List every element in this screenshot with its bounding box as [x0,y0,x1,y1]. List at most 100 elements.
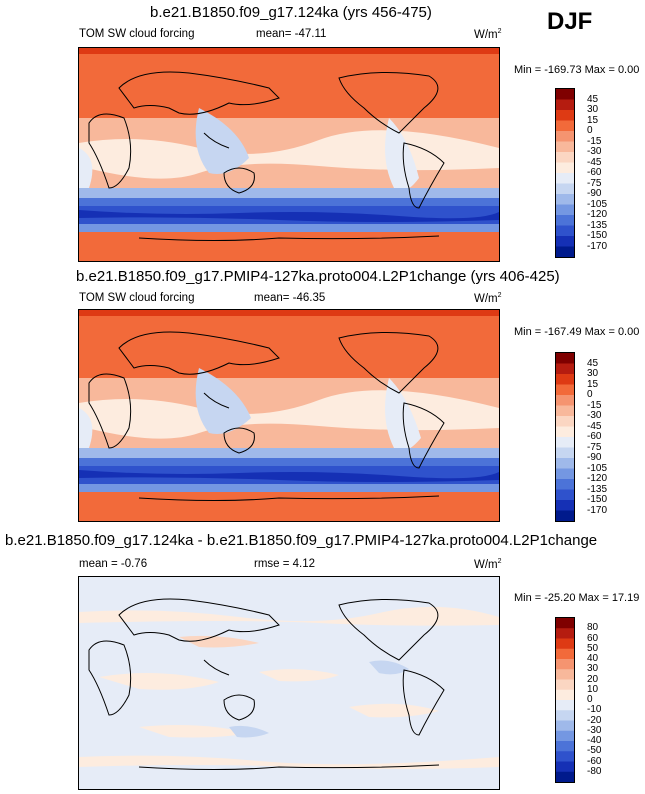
colorbar-swatch [556,710,574,721]
colorbar-tick-label: 0 [587,389,593,400]
colorbar-swatch [556,215,574,226]
colorbar-tick-label: -170 [587,504,608,516]
colorbar-swatch [556,638,574,650]
colorbar-swatch [556,669,574,680]
colorbar-tick-label: -60 [587,431,602,442]
colorbar-swatch [556,500,574,511]
colorbar-tick-label: -105 [587,198,608,210]
colorbar-swatch [556,700,574,711]
panel1-minmax: Min = -169.73 Max = 0.00 [514,64,640,76]
colorbar-swatch [556,120,574,132]
colorbar-swatch [556,771,574,783]
panel3-map [78,576,500,790]
panel3-minmax: Min = -25.20 Max = 17.19 [514,592,640,604]
colorbar-swatch [556,246,574,258]
panel3-units: W/m2 [474,558,502,571]
colorbar-swatch [556,628,574,639]
colorbar-tick-label: 15 [587,114,599,126]
colorbar-tick-label: 30 [587,104,599,115]
colorbar-swatch [556,363,574,375]
colorbar-tick-label: -60 [587,167,602,178]
colorbar-swatch [556,395,574,406]
colorbar-swatch [556,618,574,629]
panel2-map [78,309,500,522]
colorbar-swatch [556,236,574,247]
colorbar-tick-label: -135 [587,219,608,231]
colorbar-tick-label: -15 [587,135,602,147]
colorbar-swatch [556,225,574,237]
colorbar-tick-label: 0 [587,694,593,705]
colorbar-swatch [556,110,574,121]
colorbar-swatch [556,730,574,742]
colorbar-tick-label: -120 [587,209,608,220]
panel2-variable-label: TOM SW cloud forcing [79,292,195,304]
panel3-mean: mean = -0.76 [79,558,148,570]
colorbar-tick-label: 45 [587,93,599,105]
colorbar-tick-label: -75 [587,177,602,189]
panel2-colorbar: 45 30 15 0 -15 -30 -45 -60 -75 -90 -105 -120 -135 -15… [555,352,607,522]
panel2-colorbar-swatches [556,353,574,522]
panel3-colorbar: 80 60 50 40 30 20 10 0 -10 -20 -30 -40 -50 -60 -80 [555,617,601,783]
colorbar-tick-label: 20 [587,673,599,685]
colorbar-swatch [556,204,574,216]
colorbar-swatch [556,353,574,364]
colorbar-swatch [556,751,574,762]
colorbar-tick-label: 30 [587,368,599,379]
colorbar-swatch [556,141,574,153]
panel1-variable-label: TOM SW cloud forcing [79,28,195,40]
colorbar-swatch [556,99,574,111]
colorbar-tick-label: -10 [587,704,602,716]
colorbar-swatch [556,659,574,670]
colorbar-swatch [556,720,574,732]
colorbar-tick-label: 45 [587,357,599,369]
panel3-colorbar-swatches [556,618,574,783]
panel1-title: b.e21.B1850.f09_g17.124ka (yrs 456-475) [150,4,432,21]
season-label: DJF [547,8,593,35]
colorbar-tick-label: -30 [587,146,602,157]
colorbar-tick-label: -150 [587,230,608,241]
colorbar-tick-label: -120 [587,473,608,484]
colorbar-tick-label: -20 [587,714,602,726]
colorbar-swatch [556,131,574,142]
colorbar-swatch [556,426,574,438]
colorbar-tick-label: -60 [587,755,602,767]
colorbar-tick-label: -80 [587,765,602,777]
colorbar-tick-label: 0 [587,125,593,136]
panel1-units: W/m2 [474,28,502,41]
colorbar-swatch [556,405,574,417]
colorbar-swatch [556,679,574,691]
panel1-colorbar: 45 30 15 0 -15 -30 -45 -60 -75 -90 -105 -120 -135 -15… [555,88,607,258]
colorbar-swatch [556,152,574,163]
colorbar-tick-label: -150 [587,494,608,505]
colorbar-tick-label: 40 [587,653,599,664]
panel3-title: b.e21.B1850.f09_g17.124ka - b.e21.B1850.… [5,532,598,549]
colorbar-tick-label: -15 [587,399,602,411]
colorbar-tick-label: -90 [587,188,602,199]
colorbar-tick-label: -170 [587,240,608,252]
colorbar-tick-label: -45 [587,420,602,432]
colorbar-tick-label: -40 [587,735,602,746]
panel1-colorbar-swatches [556,89,574,258]
colorbar-swatch [556,468,574,480]
colorbar-tick-label: 50 [587,642,599,654]
colorbar-swatch [556,437,574,448]
colorbar-tick-label: -50 [587,745,602,757]
colorbar-swatch [556,648,574,660]
panel2-minmax: Min = -167.49 Max = 0.00 [514,326,640,338]
panel2-units: W/m2 [474,292,502,305]
colorbar-tick-label: -30 [587,724,602,736]
colorbar-tick-label: 80 [587,622,599,634]
colorbar-swatch [556,173,574,184]
colorbar-tick-label: -75 [587,441,602,453]
colorbar-swatch [556,447,574,459]
panel3-rmse: rmse = 4.12 [254,558,316,570]
colorbar-tick-label: -135 [587,483,608,495]
colorbar-swatch [556,761,574,773]
colorbar-tick-label: -105 [587,462,608,474]
colorbar-tick-label: 60 [587,632,599,644]
colorbar-swatch [556,489,574,501]
colorbar-tick-label: -30 [587,410,602,421]
colorbar-swatch [556,458,574,469]
colorbar-swatch [556,479,574,490]
colorbar-tick-label: 15 [587,378,599,390]
